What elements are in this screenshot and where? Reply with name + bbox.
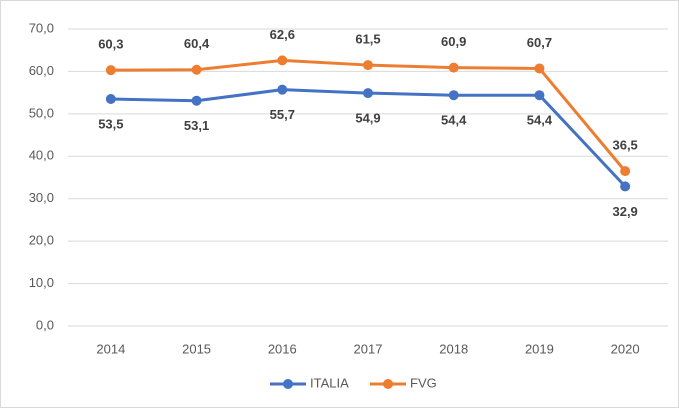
y-tick-label: 0,0 [36,317,54,332]
value-label: 54,9 [355,111,380,126]
value-label: 60,7 [527,35,552,50]
x-tick-label: 2017 [354,341,383,356]
x-tick-label: 2016 [268,341,297,356]
y-tick-label: 20,0 [29,233,54,248]
point [277,84,288,95]
x-tick-label: 2018 [439,341,468,356]
value-label: 36,5 [612,138,637,153]
point [620,181,631,192]
point [105,94,116,105]
value-label: 55,7 [270,107,295,122]
x-tick-label: 2020 [611,341,640,356]
y-tick-label: 30,0 [29,190,54,205]
point [448,90,459,101]
point [191,95,202,106]
point [363,88,373,99]
point [448,62,459,73]
value-label: 60,3 [98,37,123,52]
point [534,90,545,101]
legend-label: ITALIA [310,375,349,390]
point [105,65,116,76]
point [277,55,288,66]
legend-marker [383,379,393,389]
x-tick-label: 2015 [182,341,211,356]
value-label: 60,9 [441,34,466,49]
value-label: 54,4 [527,113,553,128]
value-label: 62,6 [270,27,295,42]
value-label: 53,1 [184,118,209,133]
x-tick-label: 2014 [96,341,125,356]
value-label: 32,9 [612,204,637,219]
point [620,166,631,177]
value-label: 54,4 [441,113,467,128]
y-tick-label: 40,0 [29,148,54,163]
value-label: 60,4 [184,36,210,51]
y-tick-label: 10,0 [29,275,54,290]
legend-label: FVG [410,375,437,390]
value-label: 53,5 [98,116,123,131]
y-tick-label: 60,0 [29,63,54,78]
point [191,64,202,75]
value-label: 61,5 [355,32,380,47]
x-tick-label: 2019 [525,341,554,356]
point [363,60,373,71]
y-tick-label: 50,0 [29,105,54,120]
y-tick-label: 70,0 [29,20,54,35]
legend-marker [283,379,293,389]
point [534,63,545,74]
